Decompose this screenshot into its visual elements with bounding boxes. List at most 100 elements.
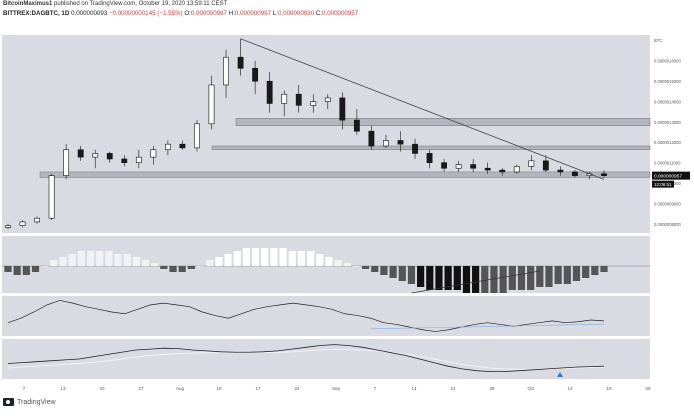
time-axis-label: 19 [606, 386, 612, 391]
candle-body [165, 143, 171, 151]
author-name[interactable]: BitcoinMaximus1 [3, 1, 53, 7]
time-axis-label: 28 [489, 386, 495, 391]
macd-bar [50, 260, 58, 266]
close-label: C: [315, 10, 323, 17]
macd-bar [407, 266, 416, 284]
macd-bar [554, 266, 562, 284]
macd-bar [352, 266, 361, 267]
time-axis-label: Oct [527, 386, 535, 391]
candle-body [5, 225, 11, 228]
candle-body [281, 93, 288, 104]
candle-body [223, 56, 229, 86]
rsi-signal-line [370, 323, 605, 330]
last-price-tag-text: 0.000000957 [654, 174, 682, 180]
macd-bar [13, 266, 21, 275]
macd-bar [59, 257, 67, 266]
macd-bar [279, 248, 287, 266]
candle-body [368, 130, 375, 147]
time-axis-label: 7 [374, 386, 377, 391]
candle-body [412, 143, 418, 154]
crossover-marker [557, 372, 563, 377]
price-axis-label: 0.0000009000 [654, 202, 681, 207]
macd-bar [591, 266, 599, 275]
time-axis-label: Sep [332, 386, 341, 391]
macd-bar [582, 266, 590, 278]
candle-body [19, 221, 26, 226]
macd-bar [380, 266, 388, 275]
candle-body [353, 119, 360, 132]
price-axis-label: 0.0000008000 [654, 222, 681, 227]
candle-body [397, 140, 404, 145]
time-axis-label: 12 [567, 386, 573, 391]
candle-body [121, 158, 128, 163]
macd-bar [334, 260, 342, 266]
macd-bar [261, 248, 269, 266]
countdown-tag-text: 12:06:51 [654, 182, 672, 187]
symbol-legend: BITTREX:DAGBTC, 1D 0.000000093 −0.000000… [3, 10, 358, 17]
chart-area[interactable]: BTC 0.0000016000 0.0000015000 0.0000014000 0… [0, 33, 694, 395]
macd-bar [472, 266, 480, 293]
macd-bar [453, 266, 461, 290]
candle-body [513, 166, 520, 173]
time-axis-label: 17 [255, 386, 261, 391]
published-text: published on TradingView.com, October 19… [54, 1, 228, 7]
macd-bar [508, 266, 516, 290]
open-value: 0.000000987 [190, 10, 227, 17]
macd-bar [105, 251, 113, 266]
macd-bar [96, 251, 104, 266]
candle-body [383, 140, 389, 147]
price-panel[interactable] [2, 35, 650, 233]
macd-bar [187, 266, 195, 269]
time-axis-label: 21 [450, 386, 456, 391]
moving-average-indicator [7, 344, 605, 377]
symbol-name[interactable]: BITTREX:DAGBTC, 1D [3, 10, 70, 17]
low-label: L: [272, 10, 278, 17]
time-axis-label: 20 [99, 386, 105, 391]
brand-name[interactable]: TradingView [17, 398, 56, 406]
candle-body [441, 162, 447, 169]
macd-bar [371, 266, 379, 272]
time-axis-label: 10 [216, 386, 222, 391]
macd-bar [398, 266, 406, 281]
ma-signal-line [7, 349, 605, 370]
macd-bar [4, 266, 12, 272]
macd-bar [417, 266, 425, 287]
ma-panel[interactable] [2, 339, 650, 379]
macd-bar [435, 266, 443, 290]
last-price-tag [652, 171, 690, 180]
macd-bar [563, 266, 571, 284]
macd-bar [444, 266, 452, 290]
price-change: −0.00000000145 (−1.55%) [108, 10, 183, 17]
support-resistance-zones [39, 118, 651, 178]
macd-bar [343, 263, 351, 266]
low-value: 0.000000930 [277, 10, 315, 17]
macd-bar [316, 254, 324, 266]
candle-body [48, 175, 55, 219]
candle-body [426, 153, 433, 163]
time-axis-label: 13 [60, 386, 66, 391]
resistance-zone [39, 171, 651, 178]
time-axis-label: 14 [411, 386, 417, 391]
candle-body [572, 171, 578, 176]
candle-body [252, 68, 259, 82]
candle-body [135, 156, 142, 163]
candle-body [92, 153, 99, 158]
countdown-tag [652, 180, 674, 188]
rsi-panel[interactable] [2, 296, 650, 336]
candle-body [179, 143, 186, 149]
macd-bar [600, 266, 608, 272]
time-axis-label: 24 [294, 386, 300, 391]
macd-bar [545, 266, 553, 287]
macd-bar [86, 251, 95, 266]
price-axis-label: BTC [654, 38, 662, 43]
candle-body [266, 80, 273, 104]
macd-bar [41, 266, 49, 267]
chart-svg[interactable]: BTC 0.0000016000 0.0000015000 0.0000014000 0… [0, 33, 694, 395]
macd-bar [22, 266, 30, 275]
candle-body [295, 93, 302, 106]
candle-body [557, 169, 564, 173]
descending-trendline [240, 38, 605, 180]
macd-bar [132, 257, 140, 266]
candle-body [324, 97, 331, 102]
price-axis-label: 0.0000012000 [654, 140, 681, 145]
